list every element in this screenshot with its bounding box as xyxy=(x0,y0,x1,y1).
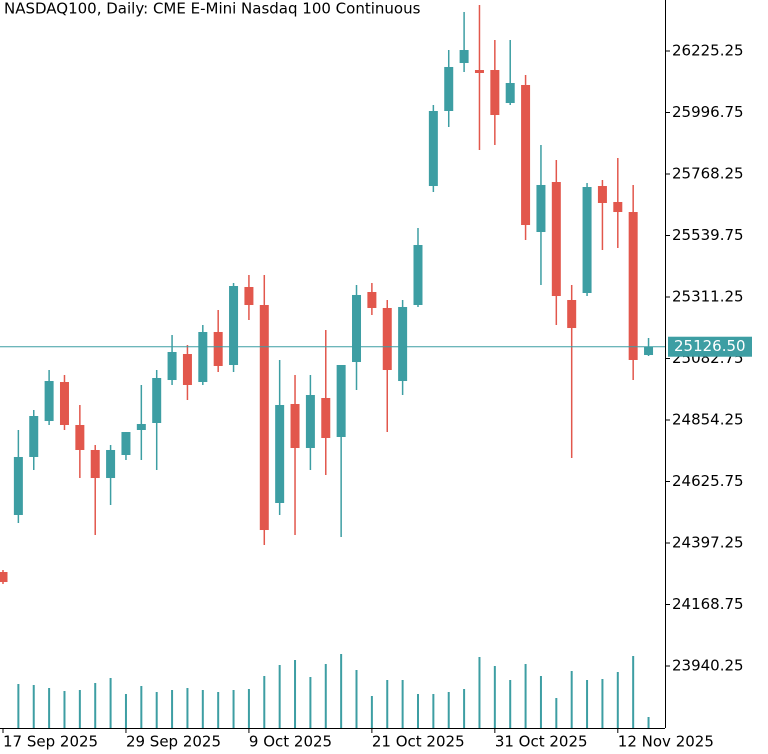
candle-body xyxy=(275,404,285,503)
y-tick-label: 24397.25 xyxy=(672,533,744,551)
candle-body xyxy=(0,572,8,583)
candle-body xyxy=(13,456,23,515)
candle-body xyxy=(582,187,592,293)
candle-body xyxy=(536,184,546,233)
candle-body xyxy=(244,286,254,306)
candle-body xyxy=(290,403,300,449)
candle-body xyxy=(259,305,269,531)
candle-body xyxy=(182,354,192,385)
y-tick-label: 24168.75 xyxy=(672,595,744,613)
x-tick-label: 12 Nov 2025 xyxy=(618,733,714,751)
x-tick-label: 31 Oct 2025 xyxy=(495,733,588,751)
candle-body xyxy=(505,83,515,104)
candle-body xyxy=(44,381,54,422)
candle-body xyxy=(367,292,377,308)
candle-body xyxy=(152,377,162,423)
candle-body xyxy=(213,331,223,366)
current-price-box xyxy=(668,336,752,357)
candle-body xyxy=(59,382,69,425)
candle-body xyxy=(198,331,208,383)
candle-body xyxy=(106,449,116,479)
plot xyxy=(0,5,654,728)
current-price-label: 25126.50 xyxy=(674,337,746,355)
x-tick-label: 17 Sep 2025 xyxy=(3,733,98,751)
candle-body xyxy=(336,364,346,437)
candle-body xyxy=(474,70,484,73)
y-tick-label: 24625.75 xyxy=(672,472,744,490)
candle-body xyxy=(490,70,500,116)
candle-body xyxy=(90,449,100,479)
candle-body xyxy=(567,299,577,329)
candle-body xyxy=(167,351,177,381)
candle-body xyxy=(398,306,408,382)
candle-body xyxy=(459,50,469,64)
candle-body xyxy=(628,212,638,360)
y-tick-label: 25311.25 xyxy=(672,287,744,305)
candle-body xyxy=(444,66,454,111)
y-tick-label: 23940.25 xyxy=(672,657,744,675)
chart-title: NASDAQ100, Daily: CME E-Mini Nasdaq 100 … xyxy=(4,0,421,18)
y-tick-label: 24854.25 xyxy=(672,410,744,428)
candle-body xyxy=(136,423,146,430)
candle-body xyxy=(551,182,561,297)
candle-body xyxy=(352,294,362,363)
x-tick-label: 29 Sep 2025 xyxy=(126,733,221,751)
candle-body xyxy=(29,416,39,457)
candle-body xyxy=(75,424,85,450)
candle-body xyxy=(382,307,392,371)
candle-body xyxy=(597,186,607,203)
x-tick-label: 9 Oct 2025 xyxy=(249,733,332,751)
x-tick-label: 21 Oct 2025 xyxy=(372,733,465,751)
y-tick-label: 25996.75 xyxy=(672,103,744,121)
candle-body xyxy=(521,84,531,226)
candle-body xyxy=(121,432,131,455)
candle-body xyxy=(644,346,654,356)
candle-body xyxy=(413,245,423,306)
candle-body xyxy=(305,395,315,449)
candle-body xyxy=(321,397,331,438)
candle-body xyxy=(229,286,239,365)
y-tick-label: 25768.25 xyxy=(672,164,744,182)
y-tick-label: 25539.75 xyxy=(672,226,744,244)
y-tick-label: 26225.25 xyxy=(672,41,744,59)
candle-body xyxy=(428,110,438,187)
candle-body xyxy=(613,201,623,213)
